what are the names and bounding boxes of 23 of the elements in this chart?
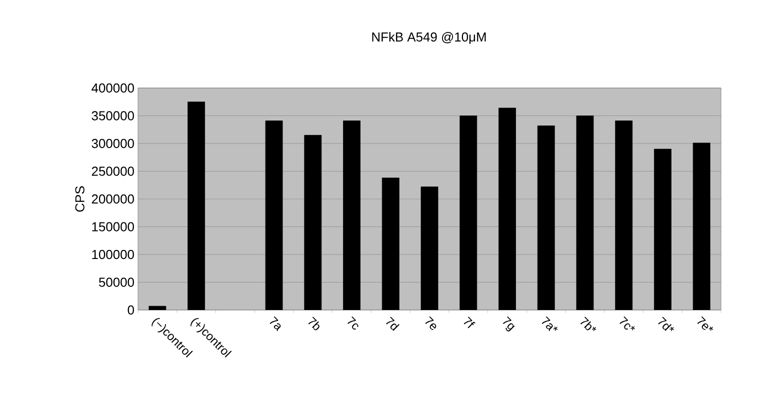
y-tick-label: 300000 <box>92 138 134 148</box>
y-tick-label: 350000 <box>92 111 134 120</box>
y-tick-label: 0 <box>128 305 134 315</box>
x-tick-label: 7a <box>270 316 281 332</box>
x-tick-label: 7f <box>464 316 476 328</box>
y-tick-label: 200000 <box>92 194 134 204</box>
y-axis-title: CPS <box>75 186 84 212</box>
x-tick-label: 7b* <box>580 316 596 332</box>
x-tick-label: 7d* <box>658 316 674 332</box>
chart-title: NFkB A549 @10μM <box>372 32 486 44</box>
x-tick-label: 7d <box>386 316 400 331</box>
y-tick-label: 100000 <box>92 250 134 260</box>
x-tick-label: 7e* <box>697 316 714 331</box>
x-tick-label: 7e <box>425 316 436 330</box>
x-tick-label: 7g <box>502 316 515 332</box>
x-tick-label: 7c <box>347 316 358 330</box>
y-tick-label: 50000 <box>98 278 134 287</box>
x-tick-label: 7a* <box>542 316 558 332</box>
x-tick-label: 7b <box>308 316 320 330</box>
y-tick-label: 400000 <box>92 83 134 93</box>
y-tick-label: 250000 <box>92 166 134 176</box>
x-tick-label: 7c* <box>620 316 635 330</box>
y-tick-label: 150000 <box>92 222 134 232</box>
